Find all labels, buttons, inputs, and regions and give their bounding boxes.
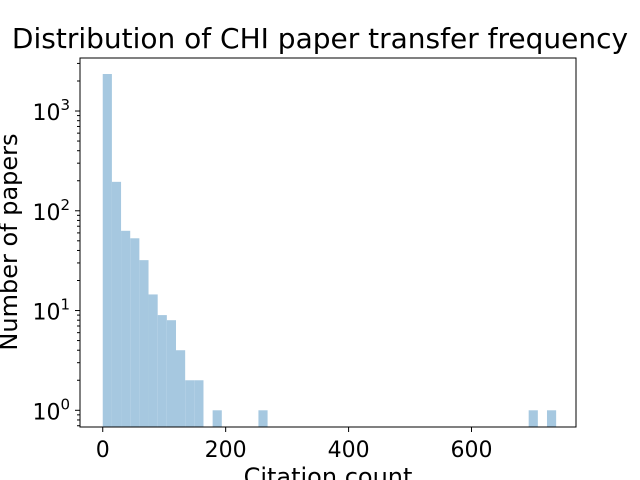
histogram-bar-8	[176, 350, 186, 427]
x-tick-label: 600	[451, 438, 493, 463]
histogram-bar-0	[102, 74, 112, 428]
y-tick-label: 103	[32, 96, 70, 126]
histogram-bar-3	[130, 238, 140, 427]
y-axis-ticks: 100 101 102 103	[32, 62, 80, 427]
y-axis-label: Number of papers	[0, 133, 23, 350]
histogram-bar-10	[194, 380, 204, 427]
histogram-bar-12	[258, 410, 268, 427]
bars-group	[102, 74, 557, 428]
x-tick-label: 0	[96, 438, 110, 463]
histogram-bar-4	[139, 260, 149, 427]
x-axis-ticks: 0 200 400 600	[96, 427, 493, 463]
histogram-bar-1	[111, 181, 122, 427]
y-tick-label: 100	[32, 395, 70, 425]
chart-title: Distribution of CHI paper transfer frequ…	[12, 22, 628, 55]
x-tick-label: 200	[205, 438, 247, 463]
histogram-bar-6	[157, 315, 167, 427]
histogram-bar-13	[528, 410, 538, 427]
x-axis-label: Citation count	[244, 463, 413, 480]
histogram-bar-14	[546, 410, 557, 427]
histogram-bar-9	[185, 380, 195, 427]
histogram-bar-2	[121, 230, 131, 427]
y-tick-label: 102	[32, 196, 70, 226]
histogram-bar-7	[166, 320, 177, 427]
histogram-bar-11	[212, 410, 222, 427]
x-tick-label: 400	[328, 438, 370, 463]
histogram-bar-5	[148, 294, 158, 427]
y-tick-label: 101	[32, 296, 70, 326]
plot-frame	[79, 57, 577, 428]
